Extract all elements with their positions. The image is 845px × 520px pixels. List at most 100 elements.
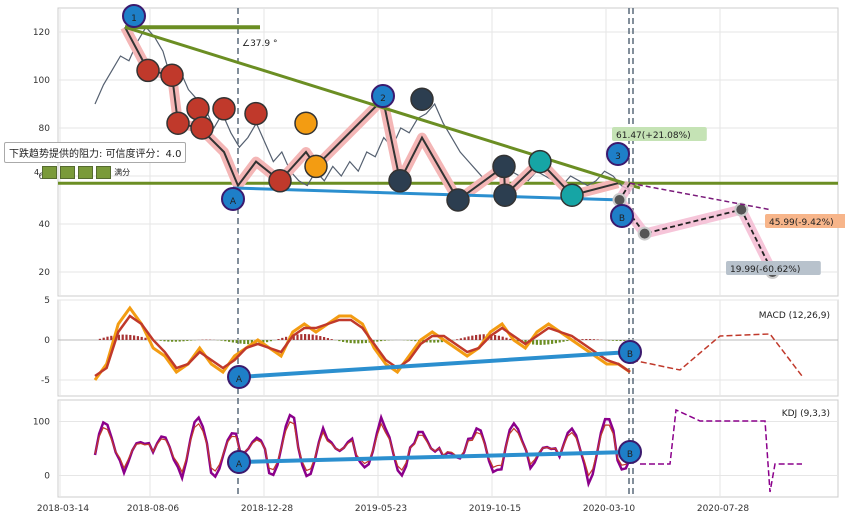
mid-target-label: 45.99(-9.42%) [769, 218, 834, 228]
macd-hist-bar [361, 340, 364, 344]
macd-hist-bar [383, 340, 386, 341]
note-badge-15 [528, 149, 552, 174]
macd-hist-bar [615, 340, 618, 341]
macd-hist-bar [110, 335, 113, 340]
note-badge-1 [160, 63, 184, 87]
macd-hist-bar [589, 339, 592, 340]
macd-hist-bar [532, 340, 535, 345]
note-badge-14 [493, 183, 517, 207]
macd-hist-bar [292, 335, 295, 340]
x-tick-label: 2018-08-06 [127, 504, 180, 514]
macd-hist-bar [319, 336, 322, 340]
macd-hist-bar [117, 334, 120, 340]
price-ytick: 80 [39, 124, 51, 134]
note-badge-7 [268, 169, 292, 193]
macd-hist-bar [250, 340, 253, 345]
macd-hist-bar [262, 340, 265, 343]
macd-hist-bar [592, 339, 595, 340]
score-box-4 [96, 166, 112, 179]
price-ytick: 120 [33, 28, 50, 38]
macd-hist-bar [171, 340, 174, 342]
macd-hist-bar [539, 340, 542, 345]
macd-hist-bar [342, 340, 345, 342]
macd-hist-bar [247, 340, 250, 345]
pivot-2-1-label: 2 [380, 94, 386, 104]
macd-hist-bar [102, 337, 105, 340]
macd-hist-bar [566, 340, 569, 342]
kdj-ytick: 100 [33, 418, 50, 428]
macd-hist-bar [433, 340, 436, 343]
macd-hist-bar [174, 340, 177, 342]
x-tick-label: 2019-05-23 [355, 504, 407, 514]
kdj-ytick: 0 [44, 471, 50, 481]
note-badge-11 [410, 87, 434, 111]
macd-hist-bar [558, 340, 561, 343]
macd-hist-bar [456, 339, 459, 340]
macd-hist-bar [182, 340, 185, 342]
macd-hist-bar [505, 337, 508, 340]
macd-hist-bar [163, 340, 166, 342]
macd-hist-bar [535, 340, 538, 345]
macd-hist-bar [562, 340, 565, 342]
macd-hist-bar [596, 339, 599, 340]
pivot-B-4-label: B [619, 214, 625, 224]
x-tick-label: 2018-12-28 [241, 504, 294, 514]
macd-hist-bar [497, 335, 500, 340]
macd-hist-bar [300, 334, 303, 340]
macd-hist-bar [140, 336, 143, 340]
macd-hist-bar [186, 340, 189, 341]
macd-hist-bar [133, 335, 136, 340]
macd-hist-bar [304, 334, 307, 340]
upper-target-label: 61.47(+21.08%) [616, 131, 691, 141]
macd-hist-bar [330, 339, 333, 340]
kdj-title: KDJ (9,3,3) [782, 409, 830, 419]
panel-frame-1 [57, 299, 839, 397]
macd-hist-bar [159, 340, 162, 341]
macd-hist-bar [410, 340, 413, 341]
macd-hist-bar [364, 340, 367, 344]
macd-hist-bar [144, 337, 147, 340]
pivot-1-0-label: 1 [131, 14, 137, 24]
resistance-tooltip: 下跌趋势提供的阻力: 可信度评分：4.0 [4, 142, 187, 163]
macd-hist-bar [285, 336, 288, 340]
macd-title: MACD (12,26,9) [759, 311, 830, 321]
score-box-3 [78, 166, 94, 179]
note-badge-0 [136, 58, 160, 83]
macd-hist-bar [220, 340, 223, 341]
macd-hist-bar [585, 339, 588, 340]
macd-hist-bar [345, 340, 348, 343]
support-trendline [232, 186, 623, 202]
macd-hist-bar [235, 340, 238, 344]
macd-hist-bar [323, 337, 326, 340]
x-tick-label: 2020-03-10 [583, 504, 636, 514]
macd-hist-bar [547, 340, 550, 345]
macd-projection [631, 333, 803, 377]
upper-target-label-bg [612, 127, 707, 141]
angle-label: ∠37.9 ° [242, 39, 277, 49]
price-ytick: 20 [39, 268, 51, 278]
macd-hist-bar [516, 340, 519, 342]
macd-hist-bar [266, 340, 269, 343]
macd-hist-bar [178, 340, 181, 342]
macd-hist-bar [459, 338, 462, 340]
macd-hist-bar [190, 340, 193, 341]
note-badge-6 [244, 101, 268, 126]
x-tick-label: 2019-10-15 [469, 504, 521, 514]
macd-hist-bar [509, 338, 512, 340]
macd-hist-bar [277, 339, 280, 340]
macd-hist-bar [623, 340, 626, 341]
macd-pivot-A-label: A [236, 375, 243, 385]
macd-hist-bar [619, 340, 622, 341]
pivot-3-2-label: 3 [615, 152, 621, 162]
macd-hist-bar [467, 336, 470, 340]
macd-hist-bar [311, 334, 314, 340]
kdj-pivot-A-label: A [236, 460, 243, 470]
macd-hist-bar [440, 340, 443, 343]
macd-hist-bar [471, 335, 474, 340]
confidence-score-row: 4 满分 [34, 166, 130, 179]
note-badge-9 [304, 154, 328, 179]
macd-hist-bar [524, 340, 527, 344]
macd-hist-bar [478, 334, 481, 340]
macd-hist-bar [106, 336, 109, 340]
